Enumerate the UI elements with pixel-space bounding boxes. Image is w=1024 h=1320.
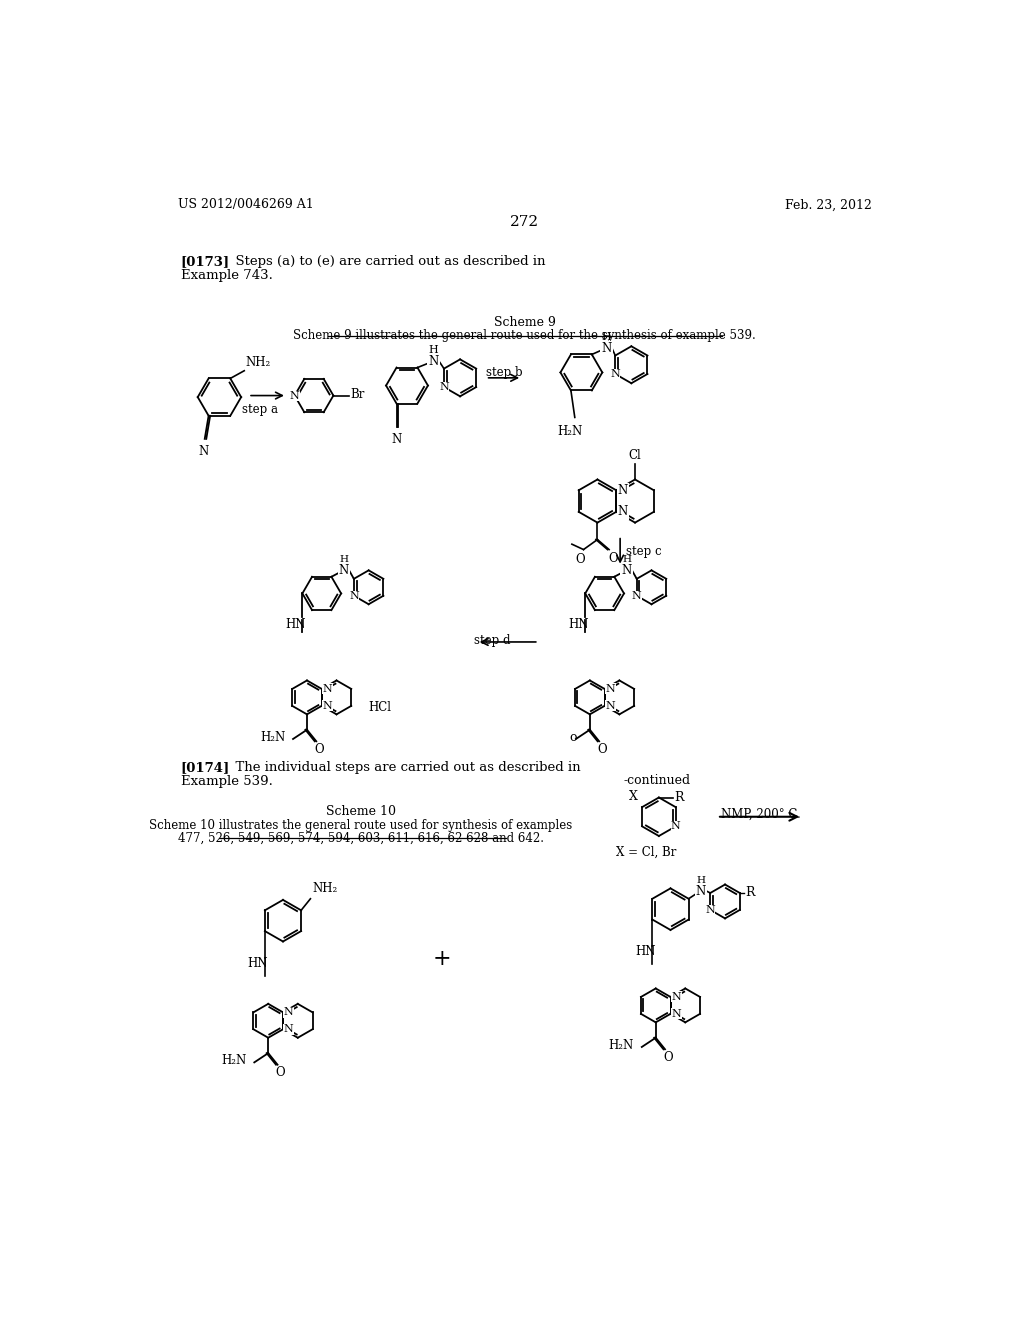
Text: step c: step c (626, 545, 662, 557)
Text: N: N (439, 381, 449, 392)
Text: NMP, 200° C.: NMP, 200° C. (721, 808, 801, 821)
Text: Br: Br (350, 388, 365, 400)
Text: O: O (608, 552, 617, 565)
Text: N: N (696, 884, 707, 898)
Text: step d: step d (474, 635, 511, 647)
Text: N: N (339, 564, 349, 577)
Text: N: N (391, 433, 401, 446)
Text: 272: 272 (510, 215, 540, 228)
Text: N: N (349, 591, 358, 601)
Text: Cl: Cl (629, 449, 641, 462)
Text: Example 539.: Example 539. (180, 775, 272, 788)
Text: 477, 526, 549, 569, 574, 594, 603, 611, 616, 62 628 and 642.: 477, 526, 549, 569, 574, 594, 603, 611, … (177, 832, 544, 845)
Text: N: N (198, 445, 208, 458)
Text: Feb. 23, 2012: Feb. 23, 2012 (785, 198, 872, 211)
Text: NH₂: NH₂ (312, 882, 337, 895)
Text: H₂N: H₂N (609, 1039, 634, 1052)
Text: NH₂: NH₂ (246, 356, 271, 370)
Text: O: O (664, 1051, 673, 1064)
Text: HN: HN (286, 618, 306, 631)
Text: N: N (323, 684, 332, 694)
Text: N: N (429, 355, 439, 368)
Text: N: N (632, 591, 642, 601)
Text: X = Cl, Br: X = Cl, Br (616, 846, 677, 859)
Text: H: H (429, 346, 438, 355)
Text: N: N (617, 483, 628, 496)
Text: Scheme 10: Scheme 10 (326, 805, 395, 818)
Text: HN: HN (248, 957, 268, 970)
Text: o: o (569, 731, 577, 744)
Text: N: N (610, 370, 621, 379)
Text: The individual steps are carried out as described in: The individual steps are carried out as … (227, 762, 581, 775)
Text: HCl: HCl (369, 701, 391, 714)
Text: H₂N: H₂N (221, 1055, 247, 1068)
Text: H: H (696, 876, 706, 884)
Text: O: O (575, 553, 586, 566)
Text: N: N (622, 564, 632, 577)
Text: N: N (284, 1007, 294, 1018)
Text: HN: HN (568, 618, 589, 631)
Text: N: N (290, 391, 299, 400)
Text: H: H (339, 556, 348, 565)
Text: H: H (623, 556, 631, 565)
Text: N: N (706, 906, 715, 915)
Text: R: R (675, 791, 684, 804)
Text: N: N (672, 1008, 681, 1019)
Text: X: X (630, 789, 638, 803)
Text: H₂N: H₂N (260, 731, 286, 744)
Text: N: N (672, 991, 681, 1002)
Text: US 2012/0046269 A1: US 2012/0046269 A1 (178, 198, 314, 211)
Text: Scheme 10 illustrates the general route used for synthesis of examples: Scheme 10 illustrates the general route … (148, 818, 572, 832)
Text: N: N (601, 342, 611, 355)
Text: O: O (597, 743, 607, 756)
Text: +: + (432, 948, 452, 970)
Text: step b: step b (485, 367, 522, 379)
Text: HN: HN (635, 945, 655, 958)
Text: -continued: -continued (624, 775, 691, 788)
Text: Steps (a) to (e) are carried out as described in: Steps (a) to (e) are carried out as desc… (227, 255, 546, 268)
Text: Scheme 9 illustrates the general route used for the synthesis of example 539.: Scheme 9 illustrates the general route u… (294, 329, 756, 342)
Text: N: N (605, 701, 615, 711)
Text: step a: step a (242, 404, 278, 416)
Text: N: N (323, 701, 332, 711)
Text: [0173]: [0173] (180, 255, 229, 268)
Text: N: N (605, 684, 615, 694)
Text: N: N (671, 821, 681, 832)
Text: H₂N: H₂N (558, 425, 583, 438)
Text: N: N (617, 506, 628, 519)
Text: H: H (602, 333, 611, 342)
Text: [0174]: [0174] (180, 762, 230, 775)
Text: O: O (275, 1067, 286, 1080)
Text: O: O (314, 743, 325, 756)
Text: Scheme 9: Scheme 9 (494, 317, 556, 329)
Text: R: R (745, 887, 755, 899)
Text: N: N (284, 1024, 294, 1035)
Text: Example 743.: Example 743. (180, 268, 272, 281)
